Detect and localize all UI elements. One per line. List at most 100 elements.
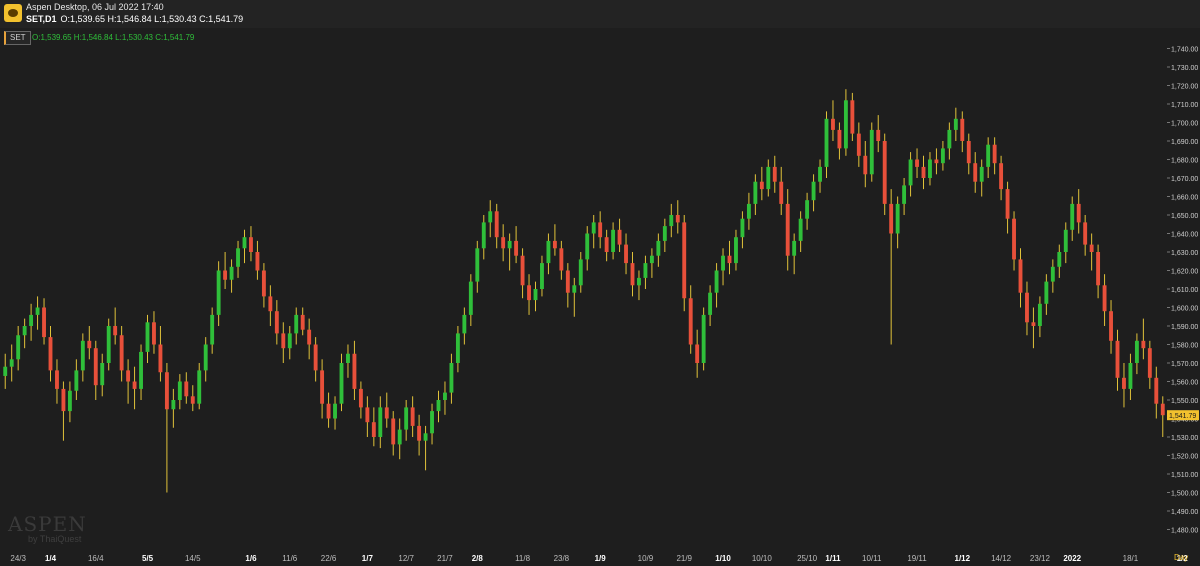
y-tick-label: 1,480.00	[1171, 528, 1198, 535]
candle-body	[1018, 259, 1023, 293]
candle-body	[973, 163, 978, 182]
candle-body	[494, 211, 499, 238]
candle-body	[940, 148, 945, 164]
x-tick-label: 23/12	[1030, 554, 1051, 563]
y-tick-label: 1,550.00	[1171, 398, 1198, 405]
candle-body	[346, 353, 350, 363]
candle-body	[882, 141, 887, 204]
candle-body	[423, 433, 428, 441]
x-tick-label: 1/12	[955, 554, 971, 563]
last-price-label: 1,541.79	[1169, 413, 1196, 420]
candle-body	[682, 222, 687, 299]
candle-body	[184, 381, 189, 397]
candle-body	[339, 363, 344, 404]
candle-body	[1057, 252, 1062, 267]
candle-body	[481, 222, 486, 249]
candle-body	[856, 133, 861, 156]
candle-body	[850, 100, 855, 134]
watermark-sub: by ThaiQuest	[28, 534, 82, 544]
candle-body	[1122, 377, 1126, 389]
candle-body	[268, 296, 273, 312]
x-tick-label: 10/9	[638, 554, 654, 563]
candle-body	[818, 166, 822, 182]
x-tick-label: 1/6	[245, 554, 257, 563]
candle-body	[358, 388, 363, 408]
watermark-main: ASPEN	[8, 512, 87, 536]
candle-body	[656, 240, 661, 256]
candle-body	[604, 237, 609, 252]
chart-area[interactable]	[0, 28, 1169, 550]
candle-body	[876, 129, 881, 141]
candle-body	[1044, 281, 1049, 304]
candle-body	[559, 248, 564, 271]
candle-body	[895, 203, 900, 234]
candle-body	[229, 266, 234, 280]
candle-body	[417, 425, 422, 441]
candle-body	[643, 263, 648, 278]
candle-body	[404, 407, 409, 430]
y-tick-label: 1,640.00	[1171, 232, 1198, 239]
candle-body	[1128, 363, 1133, 389]
candle-body	[688, 298, 693, 345]
candle-body	[565, 270, 570, 293]
candle-body	[29, 314, 34, 326]
candle-body	[22, 326, 27, 336]
candle-body	[391, 418, 396, 445]
candle-body	[1031, 322, 1036, 326]
y-tick-label: 1,710.00	[1171, 102, 1198, 109]
y-tick-label: 1,730.00	[1171, 65, 1198, 72]
candle-body	[585, 233, 590, 260]
candle-body	[80, 340, 85, 371]
period-label[interactable]: Day	[1174, 553, 1189, 562]
candle-body	[999, 163, 1004, 190]
candle-body	[772, 166, 777, 182]
y-tick-label: 1,580.00	[1171, 343, 1198, 350]
candle-body	[986, 144, 991, 167]
candle-body	[443, 392, 447, 400]
x-tick-label: 19/11	[907, 554, 927, 563]
candle-body	[371, 422, 376, 437]
candle-body	[1005, 189, 1010, 219]
candle-body	[934, 159, 939, 164]
candle-body	[1070, 203, 1075, 230]
candle-body	[1141, 340, 1146, 349]
candle-body	[397, 429, 402, 445]
aspen-app-icon[interactable]	[4, 4, 22, 22]
candle-body	[9, 359, 14, 367]
y-tick-label: 1,530.00	[1171, 435, 1198, 442]
candle-body	[352, 353, 357, 389]
candle-body	[1076, 203, 1081, 223]
candle-body	[811, 181, 816, 201]
candle-body	[55, 370, 59, 389]
candle-body	[119, 335, 124, 371]
symbol-ohlc-header: SET,D1 O:1,539.65 H:1,546.84 L:1,530.43 C…	[26, 14, 243, 24]
x-tick-label: 18/1	[1123, 554, 1139, 563]
candle-body	[908, 159, 913, 186]
candle-body	[727, 255, 732, 264]
candle-body	[863, 155, 868, 175]
candle-body	[869, 129, 874, 175]
y-tick-label: 1,590.00	[1171, 324, 1198, 331]
candle-body	[1089, 244, 1094, 252]
x-tick-label: 2/8	[472, 554, 484, 563]
candle-body	[1025, 292, 1029, 323]
candle-body	[514, 240, 519, 256]
candle-body	[1096, 252, 1101, 286]
candle-body	[578, 259, 583, 286]
candle-body	[966, 141, 971, 164]
candle-body	[960, 118, 965, 141]
candle-body	[48, 337, 53, 371]
candle-body	[759, 181, 764, 190]
candle-body	[287, 333, 292, 349]
candle-body	[326, 403, 331, 419]
x-tick-label: 11/6	[282, 554, 298, 563]
y-tick-label: 1,720.00	[1171, 84, 1198, 91]
series-tag[interactable]: SET	[4, 31, 31, 45]
candle-body	[805, 200, 810, 219]
candle-body	[798, 218, 803, 241]
candle-body	[61, 388, 66, 412]
x-tick-label: 12/7	[398, 554, 414, 563]
y-tick-label: 1,500.00	[1171, 491, 1198, 498]
candle-body	[527, 285, 531, 301]
